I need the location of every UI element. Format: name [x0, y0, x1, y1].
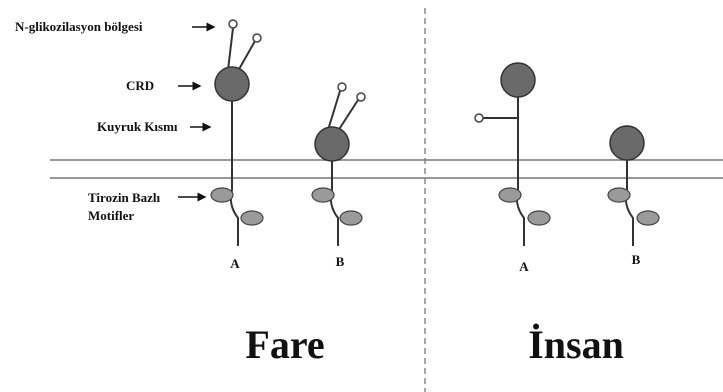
receptor-label: A	[519, 259, 529, 274]
panel-title: Fare	[245, 322, 324, 367]
annotation: Kuyruk Kısmı	[97, 119, 178, 134]
receptor-label: A	[230, 256, 240, 271]
panel-title: İnsan	[528, 322, 624, 367]
annotation: N-glikozilasyon bölgesi	[15, 19, 143, 34]
annotation: CRD	[126, 78, 154, 93]
receptor-label: B	[336, 254, 345, 269]
receptor	[475, 63, 550, 246]
receptor	[211, 20, 263, 246]
annotation: Motifler	[88, 208, 134, 223]
receptor-label: B	[632, 252, 641, 267]
receptor	[608, 126, 659, 246]
receptor	[312, 83, 365, 246]
diagram: N-glikozilasyon bölgesi CRD Kuyruk Kısmı…	[0, 0, 723, 392]
annotation: Tirozin Bazlı	[88, 190, 160, 205]
